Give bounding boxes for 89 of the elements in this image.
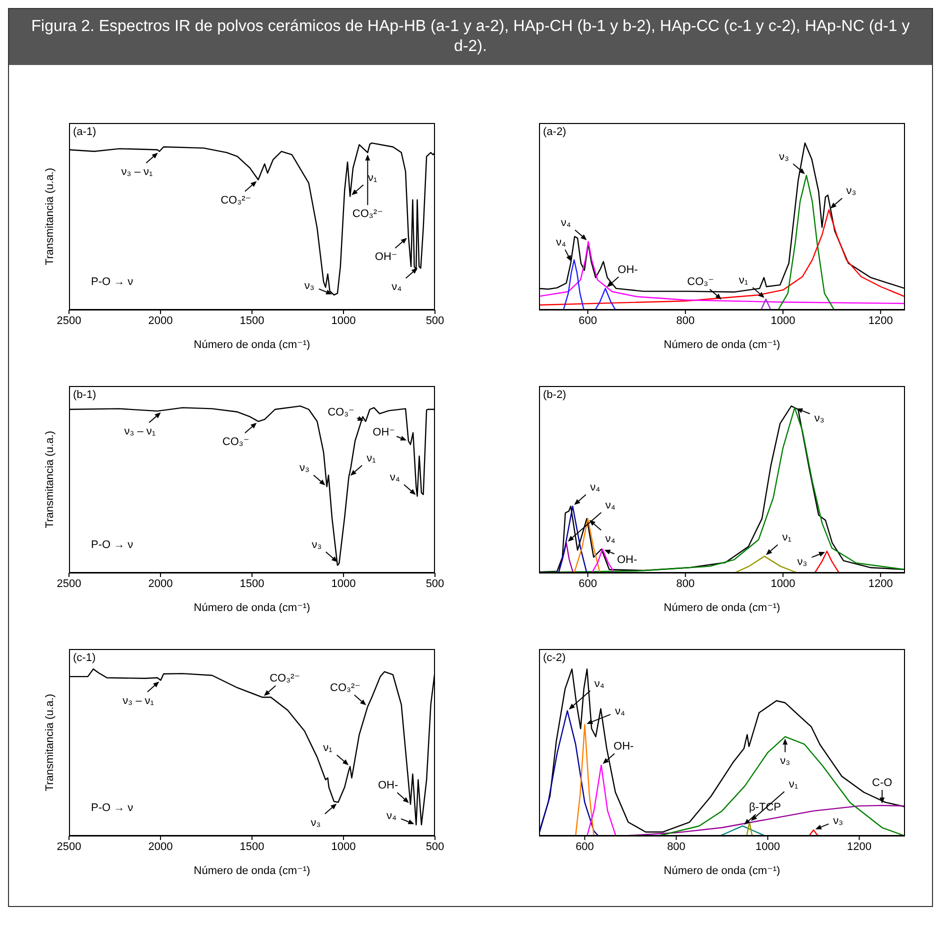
annotation: ν₃ [814,412,824,425]
x-tick-label: 800 [667,840,686,853]
annotation: ν₁ [323,742,333,754]
annotation: ν₁ [738,274,748,287]
annotation: OH- [618,264,638,276]
chart-subtitle: (a-2) [543,126,566,138]
annotation: ν₄ [590,482,601,494]
annotation: ν₃ [779,150,790,163]
annotation: C-O [872,776,893,789]
x-tick-label: 2500 [56,578,82,590]
annotation: ν₁ [368,172,378,184]
annotation: ν₃ [310,816,321,829]
x-tick-label: 1000 [770,578,796,590]
annotation: CO₃²⁻ [352,208,384,220]
annotation: P-O → ν [91,802,134,814]
chart-subtitle: (b-2) [543,389,566,401]
annotation: ν₃ – ν₁ [121,166,153,178]
annotation: OH⁻ [374,251,398,264]
x-tick-label: 500 [426,840,444,853]
chart-subtitle: (b-1) [73,389,96,401]
x-axis-title: Número de onda (cm⁻¹) [664,602,780,614]
annotation: ν₄ [614,706,626,718]
annotation: CO₃⁻ [222,436,250,448]
x-axis-title: Número de onda (cm⁻¹) [194,865,310,877]
annotation: ν₃ [780,755,790,768]
x-axis-title: Número de onda (cm⁻¹) [664,339,780,351]
annotation: ν₃ [304,280,314,292]
x-tick-label: 600 [578,314,597,327]
x-axis-title: Número de onda (cm⁻¹) [194,602,310,614]
x-axis-title: Número de onda (cm⁻¹) [664,865,780,877]
x-tick-label: 1000 [331,578,356,590]
annotation: ν₄ [556,236,566,249]
x-tick-label: 1000 [331,840,356,853]
x-tick-label: 800 [676,578,695,590]
y-axis-title: Transmitancia (u.a.) [44,694,56,792]
annotation: CO₃²⁻ [330,682,361,694]
x-tick-label: 800 [676,314,695,327]
x-tick-label: 1200 [868,578,893,590]
x-tick-label: 2000 [148,578,173,590]
x-tick-label: 600 [576,840,594,853]
annotation: ν₁ [782,532,792,544]
x-tick-label: 500 [426,578,444,590]
x-tick-label: 600 [578,578,597,590]
annotation: ν₄ [605,533,616,546]
x-tick-label: 1000 [331,314,356,327]
annotation: ν₃ – ν₁ [124,426,156,438]
x-axis-title: Número de onda (cm⁻¹) [194,339,310,351]
x-tick-label: 2500 [56,314,82,327]
y-axis-title: Transmitancia (u.a.) [44,168,56,266]
annotation: OH- [616,554,638,566]
annotation: ν₄ [605,499,616,512]
annotation: P-O → ν [91,276,134,288]
annotation: ν₃ [833,815,844,828]
annotation: ν₄ [594,678,605,690]
annotation: OH- [378,780,398,792]
text: Figura 2. Espectros IR de polvos cerámicos de HAp-HB (a-1 y a-2), HAp-CH (b-1 y b-2), HAp-CC (c-1 y c-2), HAp-NC (d-1 y d-2). [9,9,932,65]
annotation: ν₄ [386,810,398,822]
x-tick-label: 1500 [240,840,264,853]
annotation: P-O → ν [91,539,134,551]
y-axis-title: Transmitancia (u.a.) [44,430,56,528]
chart-subtitle: (a-1) [73,126,96,138]
annotation: ν₃ [797,556,808,568]
annotation: OH- [614,740,634,753]
annotation: CO₃²⁻ [220,194,252,206]
x-tick-label: 500 [426,314,444,327]
x-tick-label: 1200 [847,840,872,853]
x-tick-label: 1000 [756,840,780,853]
annotation: CO₃⁻ [328,406,355,419]
x-tick-label: 2000 [148,840,173,853]
annotation: ν₄ [560,216,572,229]
x-tick-label: 1000 [770,314,796,327]
x-tick-label: 1500 [240,314,264,327]
annotation: CO₃²⁻ [270,672,300,685]
annotation: ν₃ [299,462,310,474]
annotation: ν₃ – ν₁ [122,694,154,707]
annotation: ν₁ [366,452,376,464]
x-tick-label: 2000 [148,314,173,327]
x-tick-label: 1500 [240,578,264,590]
chart-subtitle: (c-2) [543,652,566,664]
annotation: ν₁ [788,778,798,791]
annotation: OH⁻ [372,426,396,438]
annotation: ν₃ [846,185,856,198]
x-tick-label: 2500 [56,840,82,853]
annotation: ν₄ [392,281,402,294]
x-tick-label: 1200 [868,314,893,327]
annotation: ν₃ [312,538,322,551]
chart-subtitle: (c-1) [73,652,96,664]
annotation: ν₄ [390,472,400,484]
annotation: CO₃⁻ [687,276,714,288]
